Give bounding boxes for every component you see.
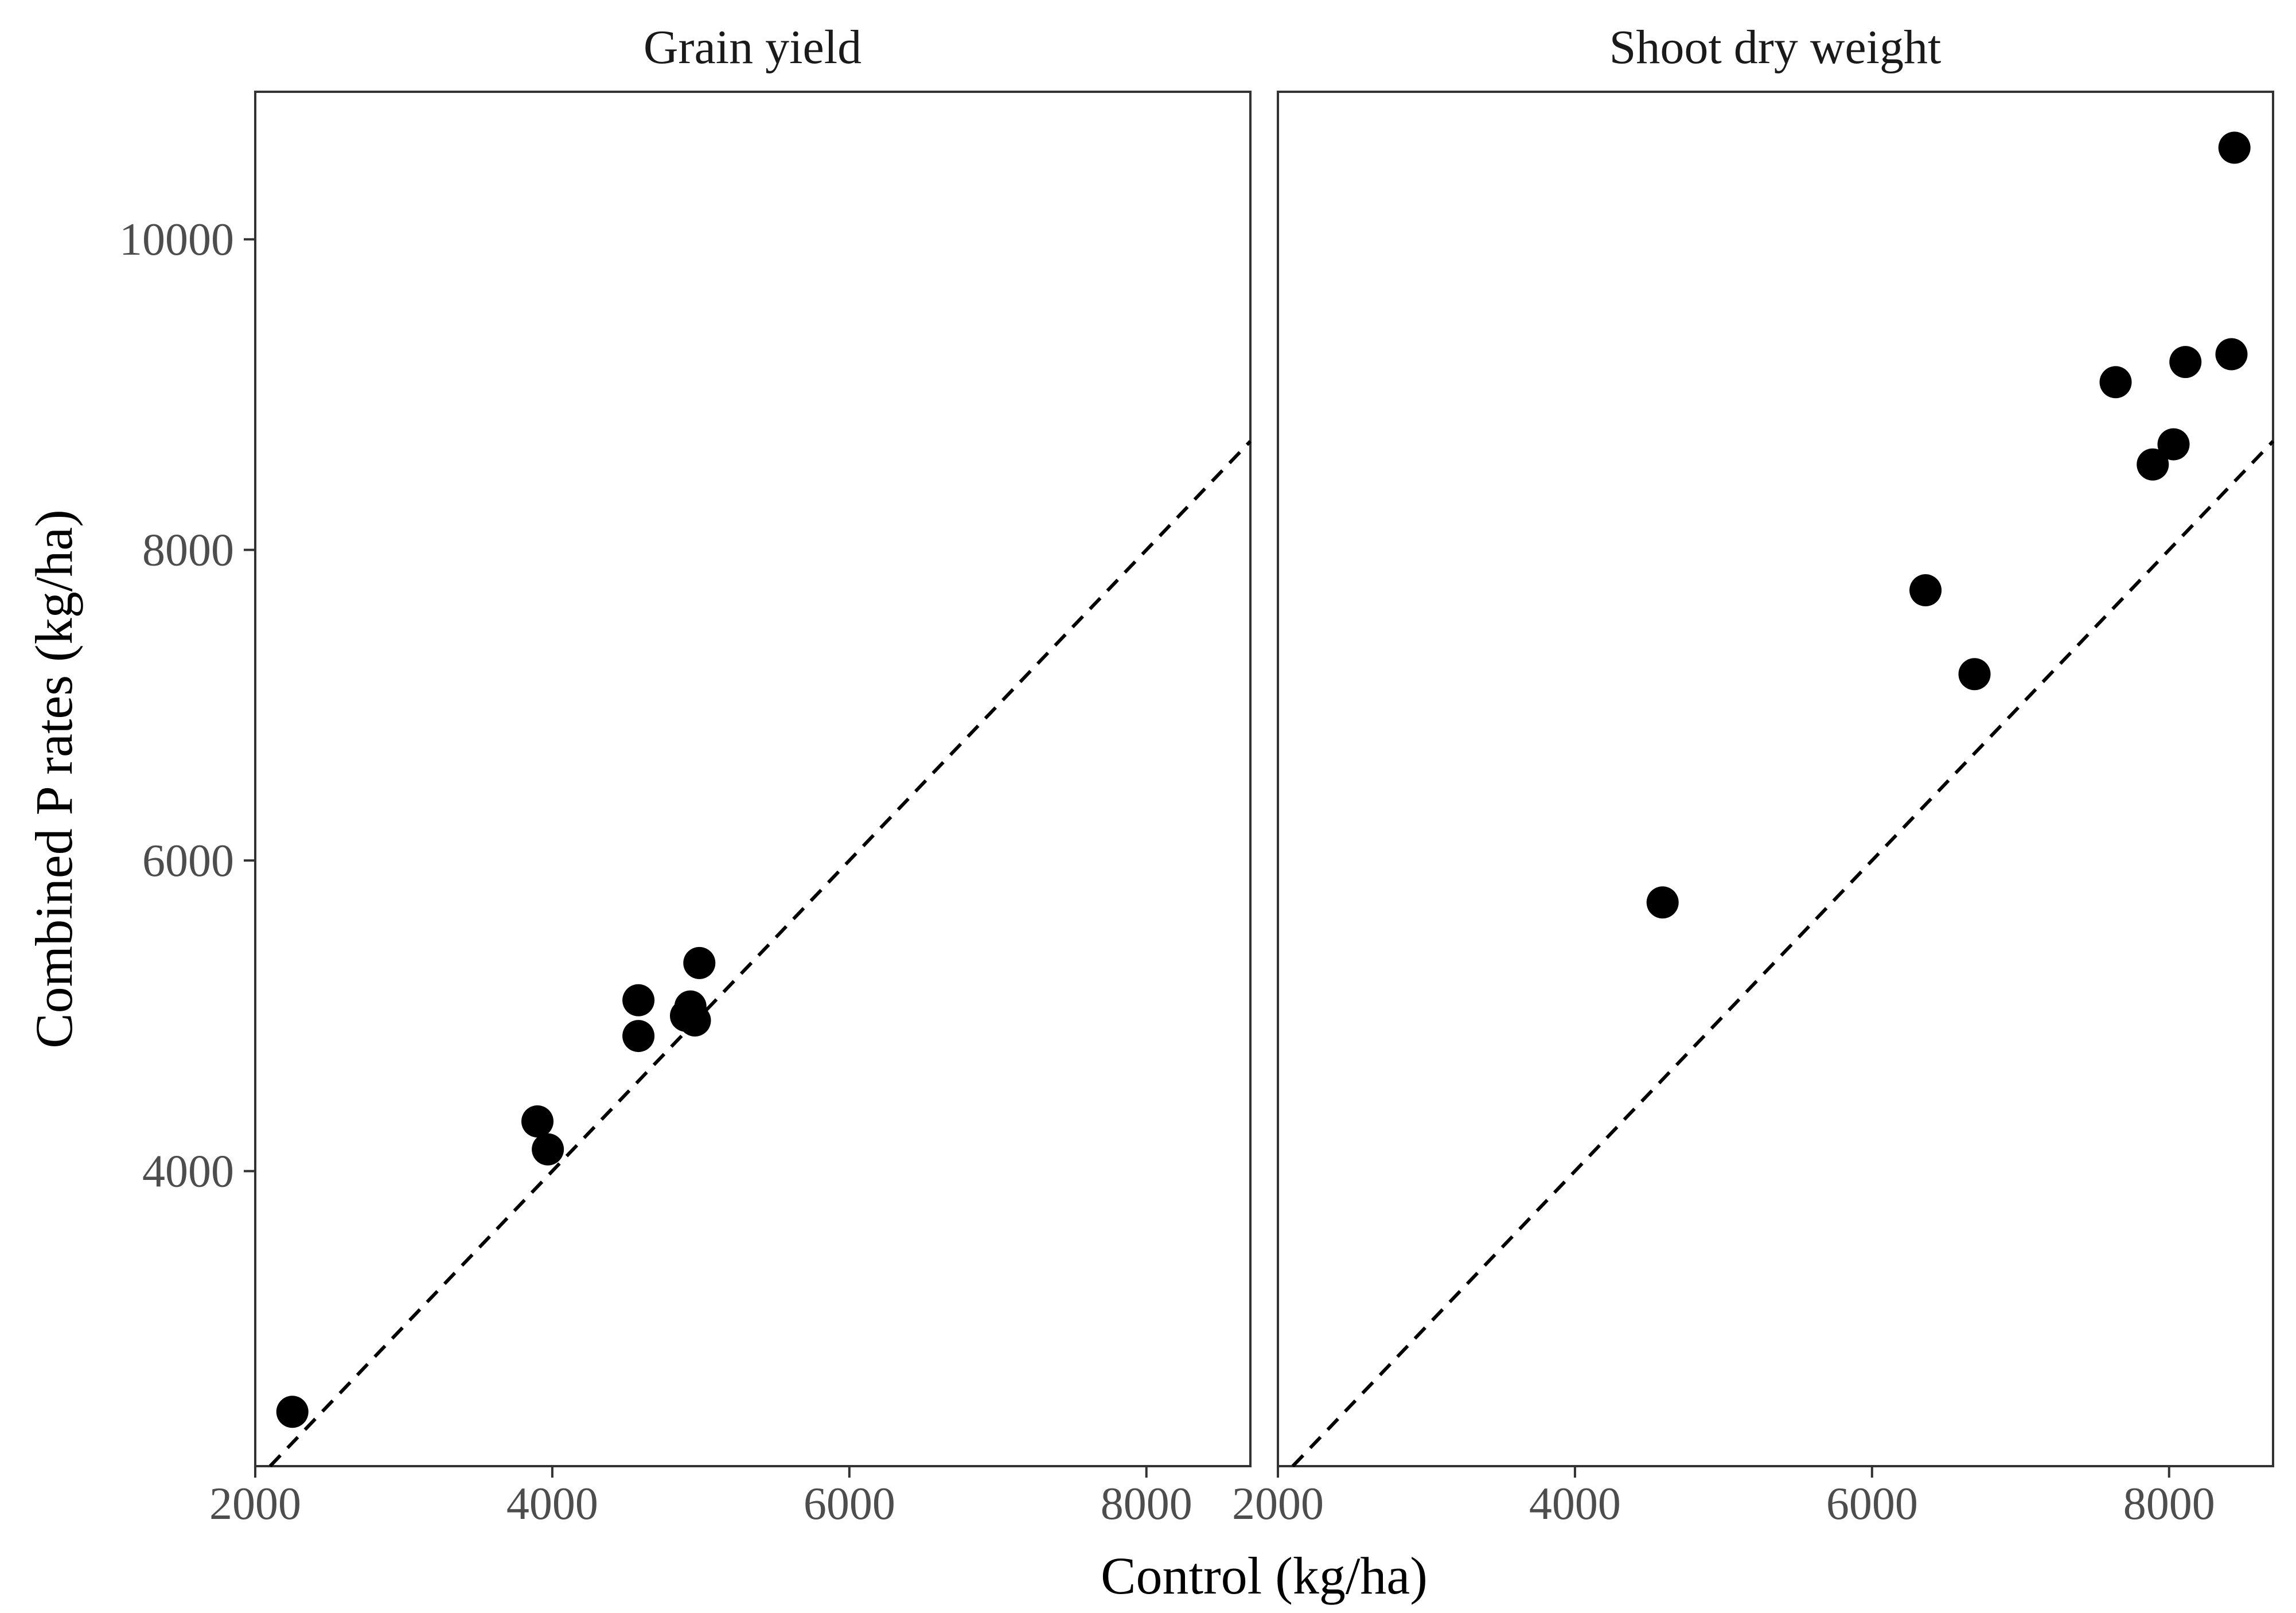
data-point — [2169, 346, 2202, 379]
panel-frame — [1277, 91, 2274, 1467]
x-tick-label: 4000 — [506, 1479, 598, 1529]
panel-title: Grain yield — [644, 21, 862, 74]
data-point — [276, 1396, 309, 1428]
x-axis-title: Control (kg/ha) — [1101, 1546, 1428, 1605]
panel-frame — [254, 91, 1252, 1467]
panel-shoot-dry-weight: Shoot dry weight 2000 4000 6000 8000 — [1232, 21, 2275, 1529]
y-tick-label: 4000 — [142, 1147, 234, 1197]
x-tick-label: 8000 — [1101, 1479, 1192, 1529]
data-point — [2099, 366, 2132, 399]
y-tick-label: 10000 — [119, 215, 234, 265]
y-tick-label: 6000 — [142, 836, 234, 886]
x-tick-label: 6000 — [804, 1479, 895, 1529]
y-axis-title: Combined P rates (kg/ha) — [25, 509, 83, 1048]
panel-title: Shoot dry weight — [1609, 21, 1942, 74]
data-point — [683, 946, 716, 979]
data-point — [679, 1004, 711, 1037]
x-tick-label: 4000 — [1529, 1479, 1621, 1529]
data-point — [1958, 658, 1991, 691]
data-point — [1909, 574, 1942, 607]
panel-grain-yield: Grain yield 2000 4000 6000 8000 4000 6000 8000… — [119, 21, 1252, 1529]
data-point — [2137, 448, 2169, 481]
x-tick-label: 2000 — [209, 1479, 301, 1529]
x-tick-label: 2000 — [1232, 1479, 1324, 1529]
x-tick-label: 8000 — [2123, 1479, 2215, 1529]
data-point — [1646, 886, 1679, 919]
data-point — [532, 1133, 564, 1166]
data-point — [521, 1105, 554, 1137]
data-point — [2218, 131, 2251, 164]
data-point — [622, 984, 655, 1016]
data-point — [2215, 338, 2248, 371]
y-tick-label: 8000 — [142, 525, 234, 576]
reference-line — [268, 440, 1252, 1468]
data-point — [2157, 428, 2190, 461]
x-tick-label: 6000 — [1826, 1479, 1918, 1529]
reference-line — [1291, 440, 2275, 1468]
data-point — [622, 1020, 655, 1053]
